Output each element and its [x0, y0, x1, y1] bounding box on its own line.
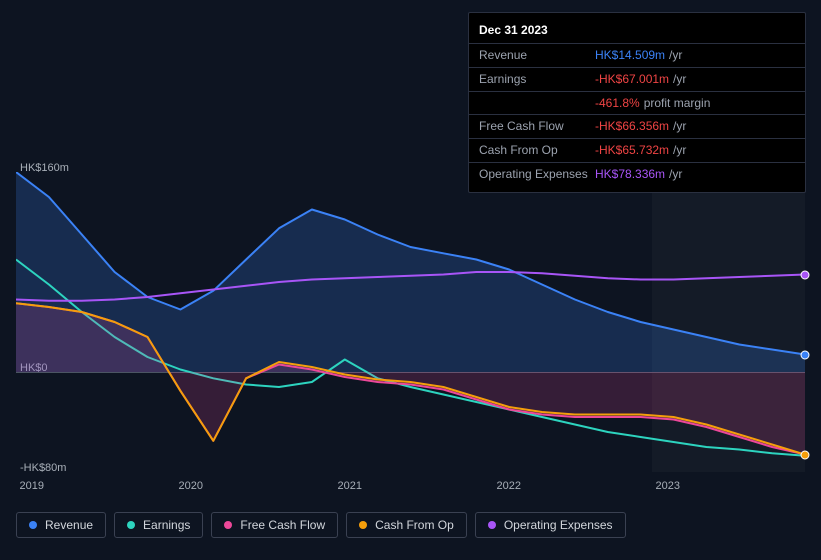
- legend-dot: [488, 521, 496, 529]
- legend-dot: [224, 521, 232, 529]
- legend-label: Revenue: [45, 518, 93, 532]
- legend-item-free-cash-flow[interactable]: Free Cash Flow: [211, 512, 338, 538]
- tooltip-label: Revenue: [479, 47, 595, 64]
- tooltip-label: Cash From Op: [479, 142, 595, 159]
- legend-item-revenue[interactable]: Revenue: [16, 512, 106, 538]
- tooltip-value: HK$14.509m: [595, 48, 665, 62]
- x-axis-tick: 2023: [655, 480, 679, 492]
- tooltip-suffix: /yr: [673, 72, 686, 86]
- series-end-dot: [801, 270, 810, 279]
- tooltip-row: Free Cash Flow-HK$66.356m/yr: [469, 115, 805, 139]
- legend-dot: [127, 521, 135, 529]
- tooltip-row: RevenueHK$14.509m/yr: [469, 44, 805, 68]
- tooltip-value: -HK$67.001m: [595, 72, 669, 86]
- hover-tooltip: Dec 31 2023 RevenueHK$14.509m/yrEarnings…: [468, 12, 806, 193]
- chart-svg: [16, 172, 805, 472]
- tooltip-label: Free Cash Flow: [479, 118, 595, 135]
- legend-dot: [359, 521, 367, 529]
- tooltip-suffix: /yr: [669, 48, 682, 62]
- tooltip-label: Operating Expenses: [479, 166, 595, 183]
- x-axis-tick: 2021: [337, 480, 361, 492]
- series-end-dot: [801, 350, 810, 359]
- legend-label: Cash From Op: [375, 518, 454, 532]
- legend: Revenue Earnings Free Cash Flow Cash From O…: [16, 512, 626, 538]
- plot-area[interactable]: [16, 172, 805, 472]
- tooltip-value: -461.8%: [595, 96, 640, 110]
- legend-item-earnings[interactable]: Earnings: [114, 512, 203, 538]
- tooltip-suffix: profit margin: [644, 96, 711, 110]
- tooltip-suffix: /yr: [673, 119, 686, 133]
- tooltip-row: -461.8% profit margin: [469, 92, 805, 116]
- tooltip-date: Dec 31 2023: [469, 19, 805, 44]
- tooltip-value: -HK$66.356m: [595, 119, 669, 133]
- tooltip-suffix: /yr: [669, 167, 682, 181]
- tooltip-suffix: /yr: [673, 143, 686, 157]
- x-axis-tick: 2020: [179, 480, 203, 492]
- tooltip-row: Operating ExpensesHK$78.336m/yr: [469, 163, 805, 186]
- series-end-dot: [801, 450, 810, 459]
- legend-dot: [29, 521, 37, 529]
- tooltip-row: Earnings-HK$67.001m/yr: [469, 68, 805, 92]
- tooltip-value: HK$78.336m: [595, 167, 665, 181]
- legend-item-operating-expenses[interactable]: Operating Expenses: [475, 512, 626, 538]
- legend-item-cash-from-op[interactable]: Cash From Op: [346, 512, 467, 538]
- x-axis-tick: 2022: [496, 480, 520, 492]
- x-axis-tick: 2019: [20, 480, 44, 492]
- tooltip-label: Earnings: [479, 71, 595, 88]
- tooltip-row: Cash From Op-HK$65.732m/yr: [469, 139, 805, 163]
- legend-label: Free Cash Flow: [240, 518, 325, 532]
- tooltip-value: -HK$65.732m: [595, 143, 669, 157]
- legend-label: Earnings: [143, 518, 190, 532]
- legend-label: Operating Expenses: [504, 518, 613, 532]
- tooltip-label: [479, 95, 595, 112]
